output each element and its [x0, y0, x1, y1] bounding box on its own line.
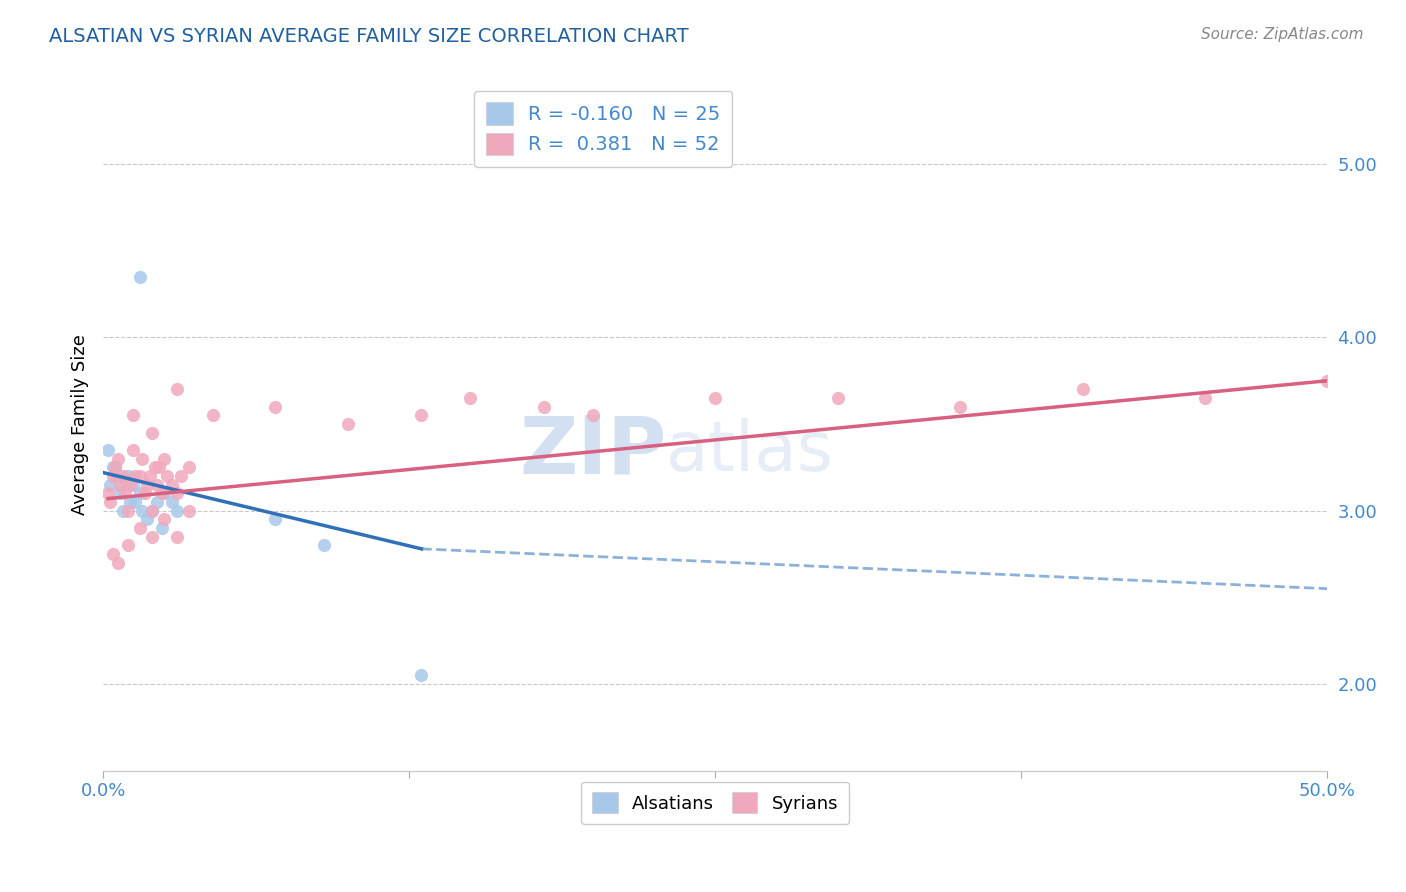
Text: ZIP: ZIP	[519, 413, 666, 491]
Text: Source: ZipAtlas.com: Source: ZipAtlas.com	[1201, 27, 1364, 42]
Point	[143, 460, 166, 475]
Point	[128, 469, 150, 483]
Point	[124, 469, 146, 483]
Point	[128, 269, 150, 284]
Point	[101, 460, 124, 475]
Text: atlas: atlas	[666, 418, 834, 485]
Point	[100, 477, 122, 491]
Point	[107, 469, 129, 483]
Point	[117, 469, 139, 483]
Point	[177, 460, 200, 475]
Point	[411, 409, 433, 423]
Point	[141, 425, 163, 440]
Y-axis label: Average Family Size: Average Family Size	[72, 334, 89, 515]
Point	[160, 477, 183, 491]
Point	[166, 486, 188, 500]
Point	[121, 409, 143, 423]
Point	[121, 443, 143, 458]
Point	[146, 477, 169, 491]
Point	[411, 668, 433, 682]
Text: ALSATIAN VS SYRIAN AVERAGE FAMILY SIZE CORRELATION CHART: ALSATIAN VS SYRIAN AVERAGE FAMILY SIZE C…	[49, 27, 689, 45]
Point	[110, 477, 132, 491]
Point	[202, 409, 225, 423]
Point	[1071, 383, 1094, 397]
Point	[107, 556, 129, 570]
Point	[101, 469, 124, 483]
Point	[100, 495, 122, 509]
Point	[166, 383, 188, 397]
Point	[121, 477, 143, 491]
Point	[146, 495, 169, 509]
Point	[337, 417, 360, 431]
Point	[153, 512, 176, 526]
Point	[97, 486, 120, 500]
Point	[827, 391, 849, 405]
Point	[312, 538, 335, 552]
Point	[177, 504, 200, 518]
Point	[582, 409, 605, 423]
Point	[949, 400, 972, 414]
Point	[120, 495, 142, 509]
Point	[117, 504, 139, 518]
Point	[131, 504, 153, 518]
Point	[1194, 391, 1216, 405]
Point	[170, 469, 193, 483]
Point	[150, 486, 173, 500]
Point	[101, 547, 124, 561]
Point	[533, 400, 555, 414]
Point	[136, 512, 159, 526]
Point	[141, 504, 163, 518]
Point	[107, 451, 129, 466]
Point	[150, 521, 173, 535]
Point	[166, 504, 188, 518]
Point	[141, 504, 163, 518]
Point	[1316, 374, 1339, 388]
Point	[128, 486, 150, 500]
Point	[263, 512, 285, 526]
Point	[153, 451, 176, 466]
Point	[141, 530, 163, 544]
Point	[263, 400, 285, 414]
Point	[124, 495, 146, 509]
Point	[160, 495, 183, 509]
Point	[114, 477, 136, 491]
Point	[148, 460, 170, 475]
Point	[136, 477, 159, 491]
Point	[117, 538, 139, 552]
Point	[97, 443, 120, 458]
Point	[110, 486, 132, 500]
Point	[166, 530, 188, 544]
Point	[131, 451, 153, 466]
Point	[134, 486, 156, 500]
Point	[704, 391, 727, 405]
Point	[120, 477, 142, 491]
Point	[156, 469, 179, 483]
Point	[460, 391, 482, 405]
Point	[138, 469, 160, 483]
Point	[104, 460, 127, 475]
Point	[111, 469, 134, 483]
Point	[153, 486, 176, 500]
Legend: Alsatians, Syrians: Alsatians, Syrians	[582, 781, 849, 824]
Point	[114, 486, 136, 500]
Point	[104, 460, 127, 475]
Point	[111, 504, 134, 518]
Point	[128, 521, 150, 535]
